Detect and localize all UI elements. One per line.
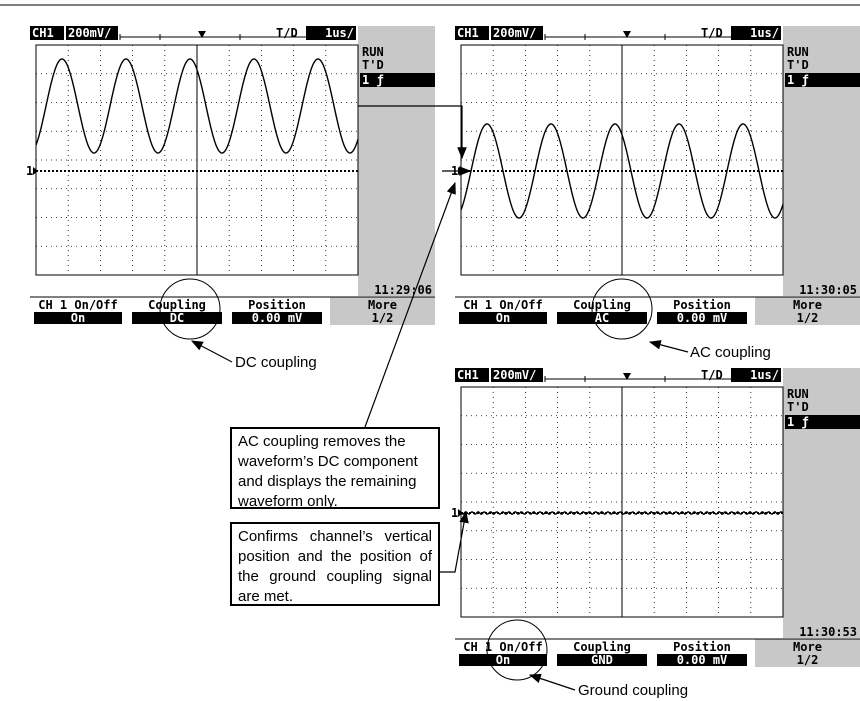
softkey-label: Position — [673, 640, 731, 654]
status: RUN — [787, 387, 809, 401]
timebase: 1us/ — [750, 368, 779, 382]
softkey-value: 0.00 mV — [252, 311, 303, 325]
softkey-value: 0.00 mV — [677, 311, 728, 325]
mode: 1 ƒ — [362, 73, 384, 87]
dc-label: DC coupling — [235, 354, 317, 371]
ac-label: AC coupling — [690, 344, 771, 361]
channel: CH1 — [457, 26, 479, 40]
mode: 1 ƒ — [787, 73, 809, 87]
softkey-value: On — [71, 311, 85, 325]
softkey-label: Coupling — [148, 298, 206, 312]
gnd-arrow — [530, 675, 575, 690]
softkey-label: Position — [248, 298, 306, 312]
softkey-label: CH 1 On/Off — [38, 298, 117, 312]
ground-marker: 1 — [26, 164, 33, 178]
timebase: 1us/ — [750, 26, 779, 40]
trigger: T'D — [787, 400, 809, 414]
softkey-value: On — [496, 311, 510, 325]
td: T/D — [701, 26, 723, 40]
softkey-value: AC — [595, 311, 609, 325]
volts: 200mV/ — [493, 26, 536, 40]
time: 11:29:06 — [374, 283, 432, 297]
gnd-label: Ground coupling — [578, 682, 688, 699]
mode: 1 ƒ — [787, 415, 809, 429]
status: RUN — [362, 45, 384, 59]
softkey-value: DC — [170, 311, 184, 325]
softkey-value: 0.00 mV — [677, 653, 728, 667]
td: T/D — [276, 26, 298, 40]
note-gnd: Confirms channel’s vertical position and… — [230, 522, 440, 606]
softkey-value: 1/2 — [797, 653, 819, 667]
status: RUN — [787, 45, 809, 59]
trigger: T'D — [787, 58, 809, 72]
softkey-label: More — [368, 298, 397, 312]
softkey-label: CH 1 On/Off — [463, 640, 542, 654]
softkey-label: Position — [673, 298, 731, 312]
softkey-value: On — [496, 653, 510, 667]
channel: CH1 — [32, 26, 54, 40]
softkey-value: 1/2 — [372, 311, 394, 325]
volts: 200mV/ — [493, 368, 536, 382]
ac-arrow — [650, 342, 688, 352]
page: DC coupling AC coupling Ground coupling … — [0, 0, 860, 701]
softkey-label: More — [793, 640, 822, 654]
softkey-value: 1/2 — [797, 311, 819, 325]
volts: 200mV/ — [68, 26, 111, 40]
ground-marker: 1 — [451, 506, 458, 520]
softkey-label: Coupling — [573, 298, 631, 312]
softkey-label: CH 1 On/Off — [463, 298, 542, 312]
channel: CH1 — [457, 368, 479, 382]
softkey-value: GND — [591, 653, 613, 667]
time: 11:30:05 — [799, 283, 857, 297]
softkey-label: More — [793, 298, 822, 312]
note-ac: AC coupling removes the waveform’s DC co… — [230, 427, 440, 509]
td: T/D — [701, 368, 723, 382]
timebase: 1us/ — [325, 26, 354, 40]
softkey-label: Coupling — [573, 640, 631, 654]
time: 11:30:53 — [799, 625, 857, 639]
dc-arrow — [192, 341, 232, 362]
trigger: T'D — [362, 58, 384, 72]
